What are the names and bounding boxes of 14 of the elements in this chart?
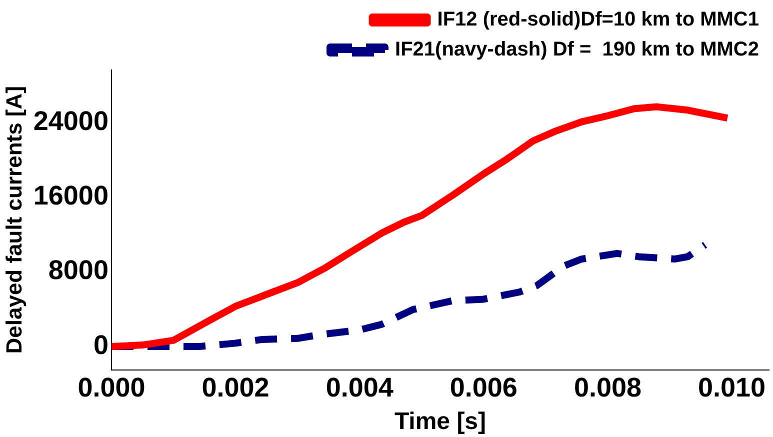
y-tick-label: 16000 xyxy=(33,180,108,210)
legend-label: IF21(navy-dash) Df = 190 km to MMC2 xyxy=(395,38,759,61)
x-tick-label: 0.010 xyxy=(698,372,766,402)
x-tick-label: 0.004 xyxy=(326,372,394,402)
y-tick-label: 24000 xyxy=(33,106,108,136)
y-tick-label: 8000 xyxy=(48,255,108,286)
y-axis-title: Delayed fault currents [A] xyxy=(1,86,26,354)
x-tick-label: 0.006 xyxy=(450,372,518,402)
x-tick-label: 0.008 xyxy=(574,372,642,402)
legend-label: IF12 (red-solid)Df=10 km to MMC1 xyxy=(437,8,759,31)
x-tick-label: 0.000 xyxy=(78,372,146,402)
x-tick-label: 0.002 xyxy=(202,372,270,402)
x-axis-title: Time [s] xyxy=(394,408,486,436)
y-tick-label: 0 xyxy=(93,330,108,360)
